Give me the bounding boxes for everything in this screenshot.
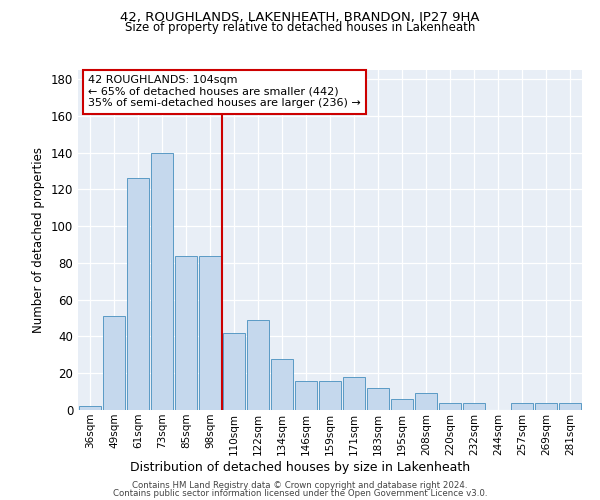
Bar [319,380,341,410]
Bar [79,406,101,410]
Bar [151,152,173,410]
Text: 42, ROUGHLANDS, LAKENHEATH, BRANDON, IP27 9HA: 42, ROUGHLANDS, LAKENHEATH, BRANDON, IP2… [120,11,480,24]
Bar [223,333,245,410]
Bar [295,380,317,410]
Text: Contains HM Land Registry data © Crown copyright and database right 2024.: Contains HM Land Registry data © Crown c… [132,482,468,490]
Bar [511,402,533,410]
Bar [439,402,461,410]
Bar [247,320,269,410]
Text: Distribution of detached houses by size in Lakenheath: Distribution of detached houses by size … [130,461,470,474]
Text: Contains public sector information licensed under the Open Government Licence v3: Contains public sector information licen… [113,490,487,498]
Bar [175,256,197,410]
Bar [127,178,149,410]
Bar [199,256,221,410]
Bar [415,394,437,410]
Bar [559,402,581,410]
Bar [103,316,125,410]
Text: Size of property relative to detached houses in Lakenheath: Size of property relative to detached ho… [125,21,475,34]
Bar [463,402,485,410]
Bar [367,388,389,410]
Bar [535,402,557,410]
Bar [391,399,413,410]
Y-axis label: Number of detached properties: Number of detached properties [32,147,45,333]
Text: 42 ROUGHLANDS: 104sqm
← 65% of detached houses are smaller (442)
35% of semi-det: 42 ROUGHLANDS: 104sqm ← 65% of detached … [88,75,361,108]
Bar [343,377,365,410]
Bar [271,358,293,410]
